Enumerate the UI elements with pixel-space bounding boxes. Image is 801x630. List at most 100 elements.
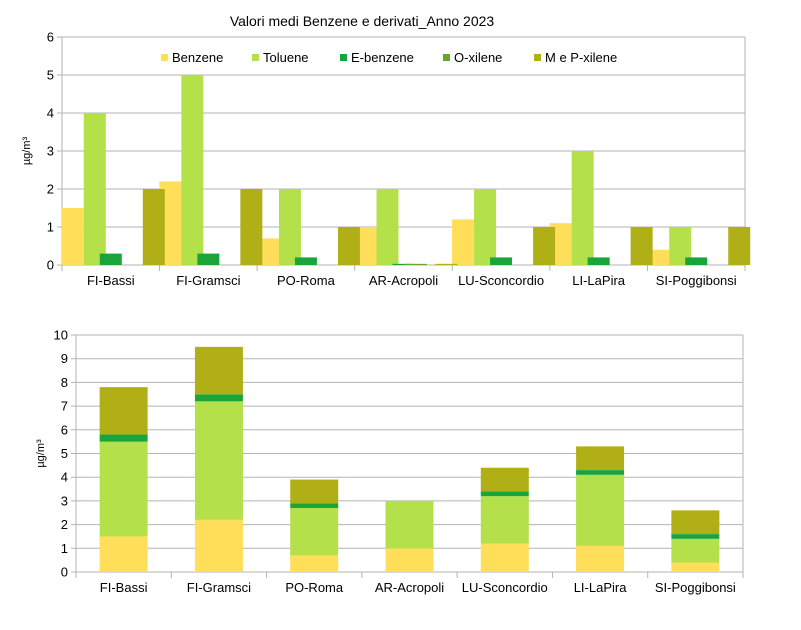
bar-m-e-p-xilene-li-lapira — [630, 227, 653, 265]
x-category-label-si-poggibonsi: SI-Poggibonsi — [656, 273, 737, 288]
bar-toluene-si-poggibonsi — [669, 227, 692, 265]
bar-e-benzene-si-poggibonsi — [685, 257, 708, 265]
x-category-label-fi-bassi: FI-Bassi — [87, 273, 135, 288]
stacked-segment-toluene-po-roma — [290, 508, 339, 556]
stacked-segment-m-e-p-xilene-si-poggibonsi — [671, 510, 720, 535]
bar-e-benzene-fi-gramsci — [197, 253, 220, 265]
grouped-bar-chart: 0 1 2 3 4 5 6 FI-Bassi FI-Gramsci PO-Roma AR-Acrop… — [21, 30, 751, 288]
y-axis-label: µg/m³ — [35, 439, 47, 468]
chart-title: Valori medi Benzene e derivati_Anno 2023 — [230, 13, 495, 29]
bar-m-e-p-xilene-fi-gramsci — [240, 189, 263, 265]
stacked-segment-m-e-p-xilene-po-roma — [290, 479, 339, 504]
bar-benzene-po-roma — [256, 238, 279, 265]
stacked-segment-toluene-fi-bassi — [99, 441, 148, 537]
bar-benzene-si-poggibonsi — [647, 249, 670, 265]
y-tick-label: 4 — [47, 106, 54, 121]
stacked-segment-m-e-p-xilene-li-lapira — [576, 446, 625, 471]
bar-e-benzene-ar-acropoli — [392, 263, 415, 265]
stacked-segment-benzene-li-lapira — [576, 545, 625, 572]
stacked-segment-e-benzene-li-lapira — [576, 470, 625, 475]
bar-m-e-p-xilene-si-poggibonsi — [728, 227, 751, 265]
y-tick-label: 7 — [61, 399, 68, 414]
bar-toluene-fi-gramsci — [181, 75, 204, 265]
stacked-segment-e-benzene-po-roma — [290, 503, 339, 509]
stacked-segment-e-benzene-fi-bassi — [99, 434, 148, 442]
x-category-label-li-lapira: LI-LaPira — [574, 580, 628, 595]
x-category-label-po-roma: PO-Roma — [285, 580, 344, 595]
legend-swatch-e-benzene — [340, 54, 347, 61]
stacked-segment-benzene-ar-acropoli — [385, 548, 434, 572]
x-category-label-li-lapira: LI-LaPira — [572, 273, 626, 288]
y-tick-label: 2 — [47, 182, 54, 197]
bar-toluene-li-lapira — [571, 151, 594, 265]
bar-e-benzene-fi-bassi — [99, 253, 122, 265]
legend-swatch-benzene — [161, 54, 168, 61]
legend-swatch-m-e-p-xilene — [534, 54, 541, 61]
stacked-segment-toluene-fi-gramsci — [194, 401, 243, 520]
legend-swatch-toluene — [252, 54, 259, 61]
legend-swatch-o-xilene — [443, 54, 450, 61]
stacked-segment-m-e-p-xilene-fi-gramsci — [194, 346, 243, 395]
stacked-segment-toluene-ar-acropoli — [385, 500, 434, 549]
legend-label-toluene: Toluene — [263, 50, 309, 65]
stacked-segment-toluene-si-poggibonsi — [671, 538, 720, 563]
stacked-segment-toluene-li-lapira — [576, 474, 625, 546]
stacked-segment-benzene-lu-sconcordio — [480, 543, 529, 572]
bar-benzene-fi-gramsci — [159, 181, 182, 265]
x-category-label-fi-bassi: FI-Bassi — [100, 580, 148, 595]
stacked-segment-m-e-p-xilene-fi-bassi — [99, 387, 148, 435]
x-category-label-lu-sconcordio: LU-Sconcordio — [462, 580, 548, 595]
x-category-label-ar-acropoli: AR-Acropoli — [375, 580, 444, 595]
stacked-segment-benzene-po-roma — [290, 555, 339, 572]
y-tick-label: 4 — [61, 470, 68, 485]
legend-label-m-e-p-xilene: M e P-xilene — [545, 50, 617, 65]
stacked-bar-chart: 0 1 2 3 4 5 6 7 8 9 10 FI-Bassi FI-Gramsci PO-Roma AR-… — [35, 328, 744, 595]
y-tick-label: 10 — [54, 328, 68, 343]
stacked-segment-toluene-lu-sconcordio — [480, 496, 529, 544]
stacked-segment-e-benzene-si-poggibonsi — [671, 534, 720, 539]
y-tick-label: 3 — [47, 144, 54, 159]
bar-toluene-po-roma — [278, 189, 301, 265]
x-category-label-fi-gramsci: FI-Gramsci — [176, 273, 240, 288]
y-tick-label: 6 — [47, 30, 54, 45]
bar-toluene-ar-acropoli — [376, 189, 399, 265]
stacked-segment-e-benzene-lu-sconcordio — [480, 491, 529, 497]
x-category-label-lu-sconcordio: LU-Sconcordio — [458, 273, 544, 288]
bar-m-e-p-xilene-lu-sconcordio — [533, 227, 556, 265]
bar-benzene-li-lapira — [549, 223, 572, 265]
y-tick-label: 0 — [47, 258, 54, 273]
bar-toluene-fi-bassi — [83, 113, 106, 265]
legend-label-o-xilene: O-xilene — [454, 50, 502, 65]
stacked-segment-benzene-si-poggibonsi — [671, 562, 720, 572]
y-tick-label: 8 — [61, 375, 68, 390]
bar-e-benzene-po-roma — [294, 257, 317, 265]
y-axis-label: µg/m³ — [21, 136, 33, 165]
x-category-label-si-poggibonsi: SI-Poggibonsi — [655, 580, 736, 595]
y-tick-label: 6 — [61, 422, 68, 437]
bar-e-benzene-lu-sconcordio — [490, 257, 513, 265]
stacked-segment-m-e-p-xilene-lu-sconcordio — [480, 467, 529, 492]
y-tick-label: 5 — [61, 446, 68, 461]
bar-m-e-p-xilene-ar-acropoli — [435, 263, 458, 265]
y-tick-label: 1 — [47, 220, 54, 235]
stacked-segment-benzene-fi-gramsci — [194, 519, 243, 572]
y-tick-label: 5 — [47, 68, 54, 83]
y-tick-label: 3 — [61, 493, 68, 508]
bar-m-e-p-xilene-po-roma — [337, 227, 360, 265]
legend-label-benzene: Benzene — [172, 50, 223, 65]
bar-benzene-fi-bassi — [61, 208, 84, 265]
bar-m-e-p-xilene-fi-bassi — [142, 189, 165, 265]
y-tick-label: 2 — [61, 517, 68, 532]
x-category-label-ar-acropoli: AR-Acropoli — [369, 273, 438, 288]
stacked-segment-benzene-fi-bassi — [99, 536, 148, 572]
y-tick-label: 9 — [61, 351, 68, 366]
x-category-label-po-roma: PO-Roma — [277, 273, 336, 288]
stacked-segment-e-benzene-fi-gramsci — [194, 394, 243, 402]
legend-label-e-benzene: E-benzene — [351, 50, 414, 65]
bar-benzene-lu-sconcordio — [452, 219, 475, 265]
bar-toluene-lu-sconcordio — [474, 189, 497, 265]
x-category-label-fi-gramsci: FI-Gramsci — [187, 580, 251, 595]
bar-o-xilene-ar-acropoli — [405, 263, 427, 265]
